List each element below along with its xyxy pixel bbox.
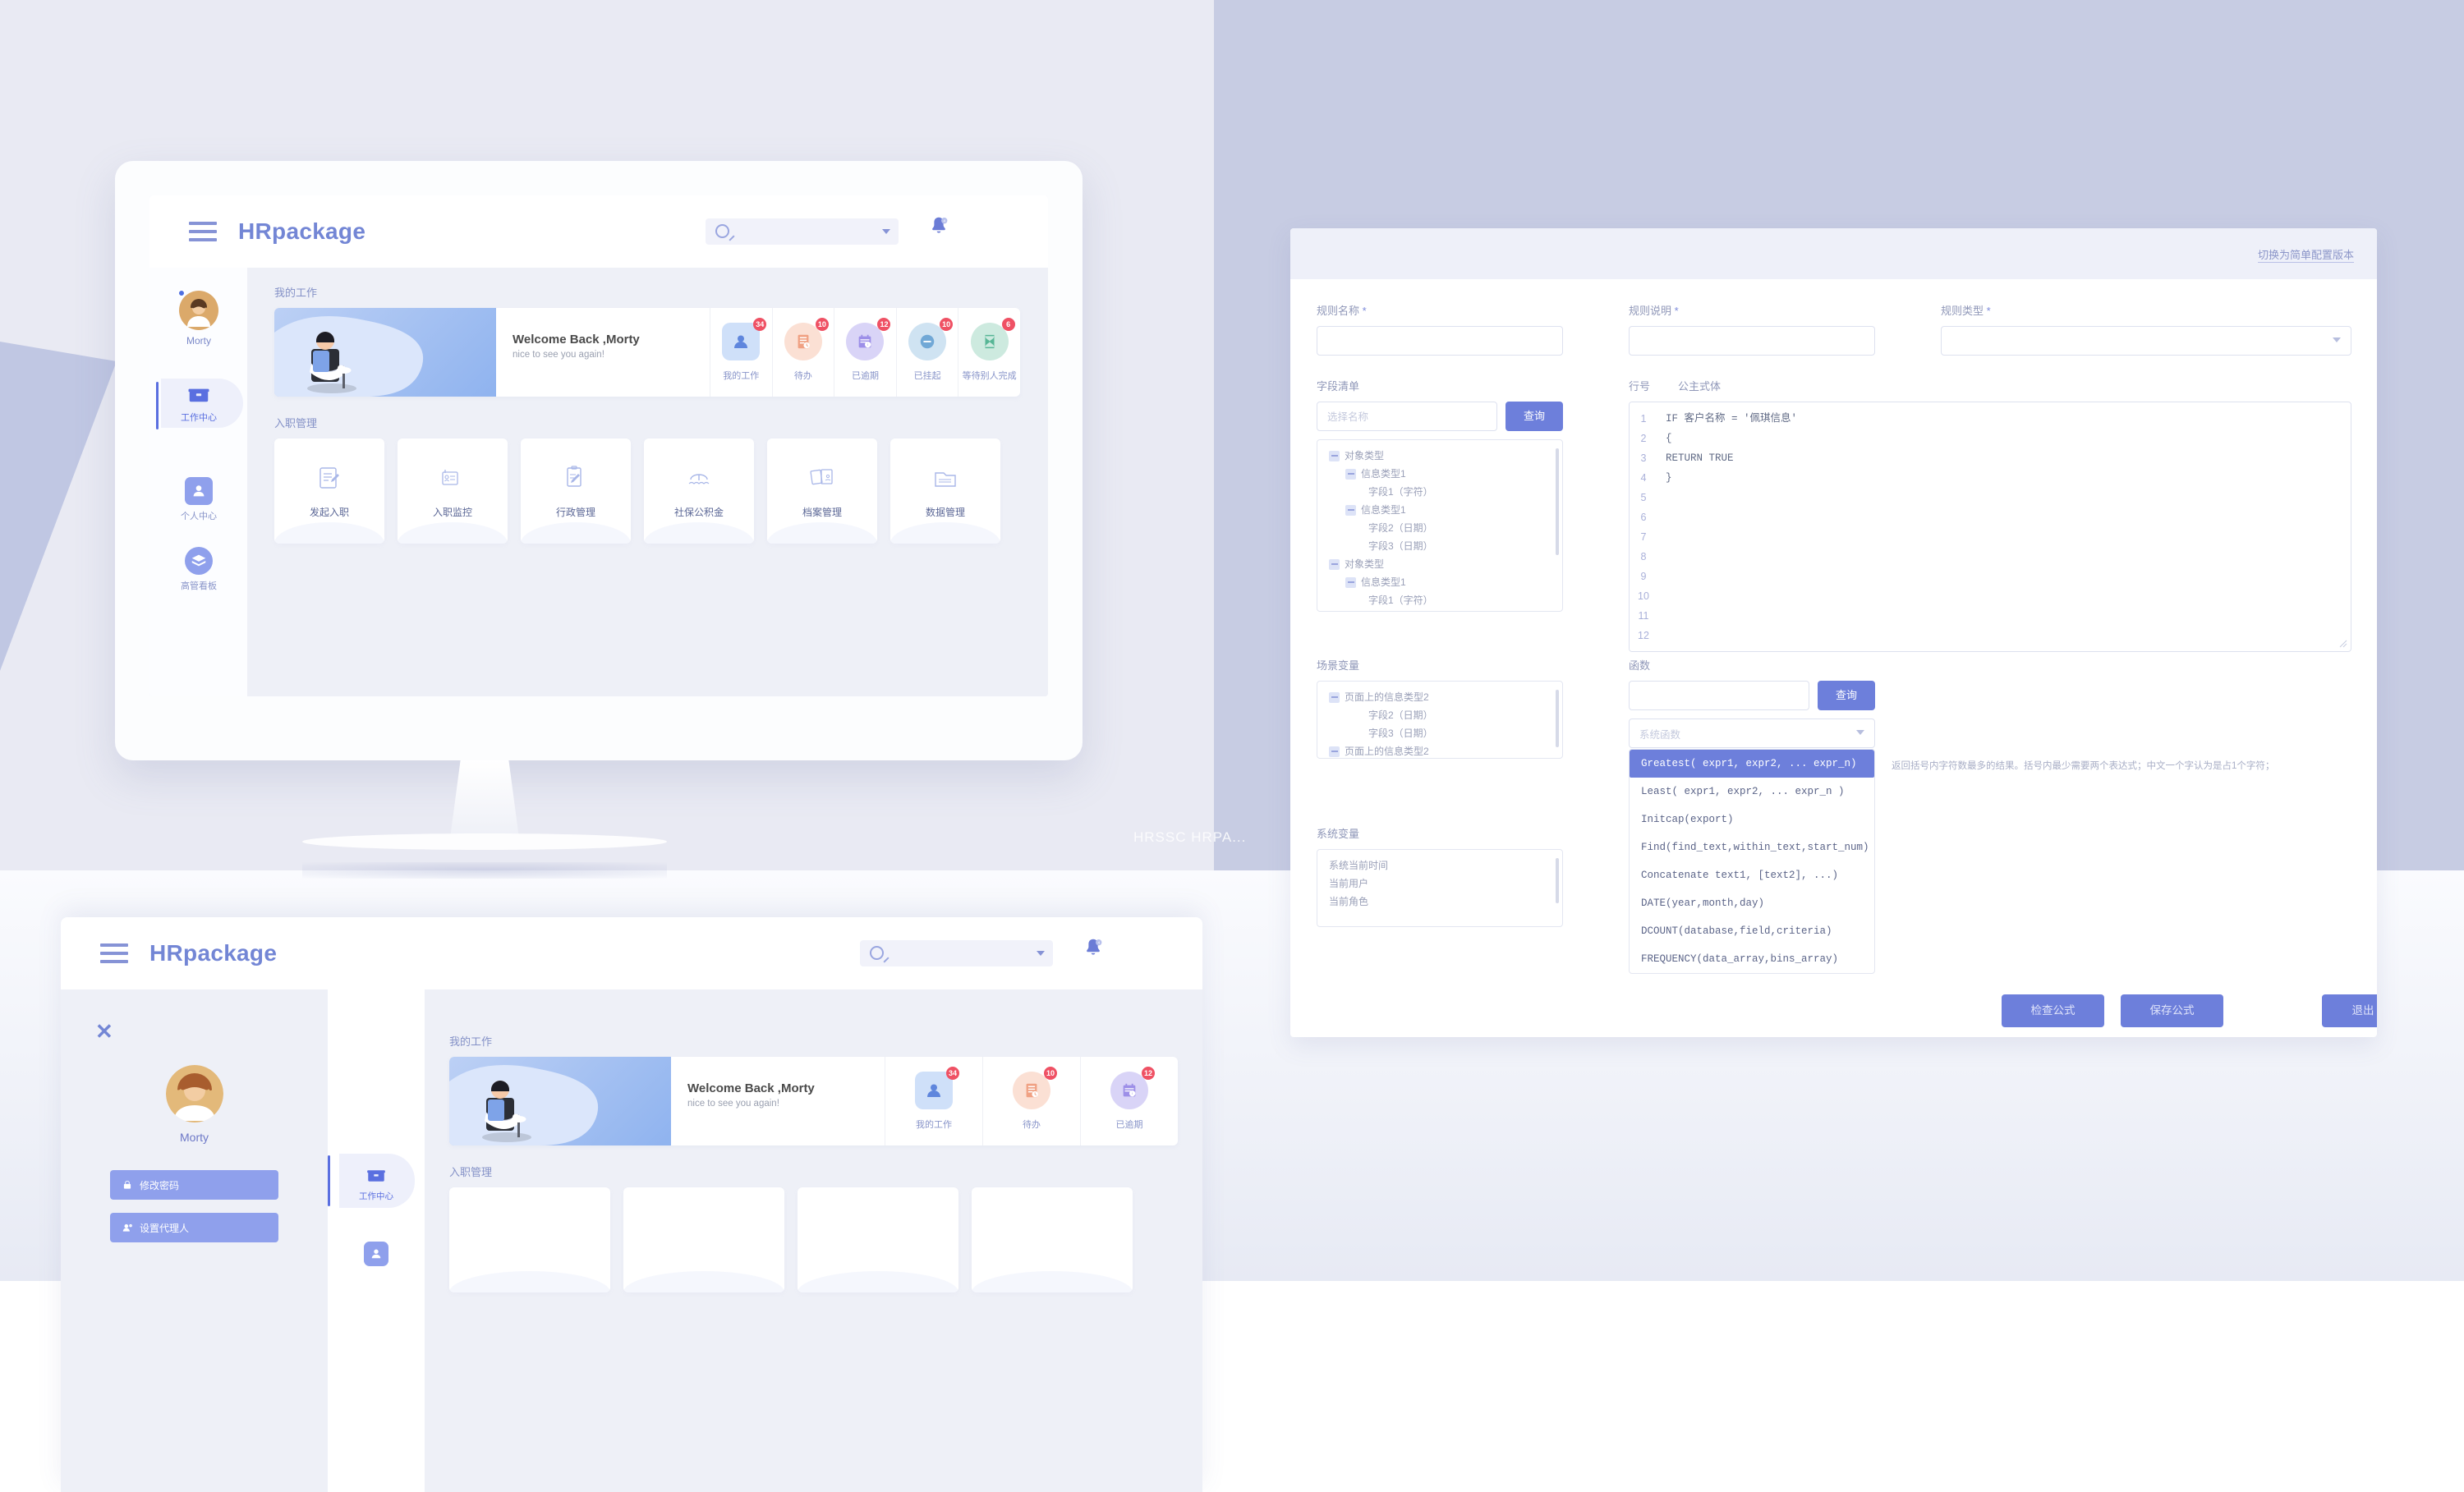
- svg-text:i: i: [868, 342, 869, 347]
- svg-text:i: i: [1132, 1091, 1133, 1095]
- svg-text:4: 4: [1097, 940, 1100, 945]
- svg-text:4: 4: [943, 218, 945, 223]
